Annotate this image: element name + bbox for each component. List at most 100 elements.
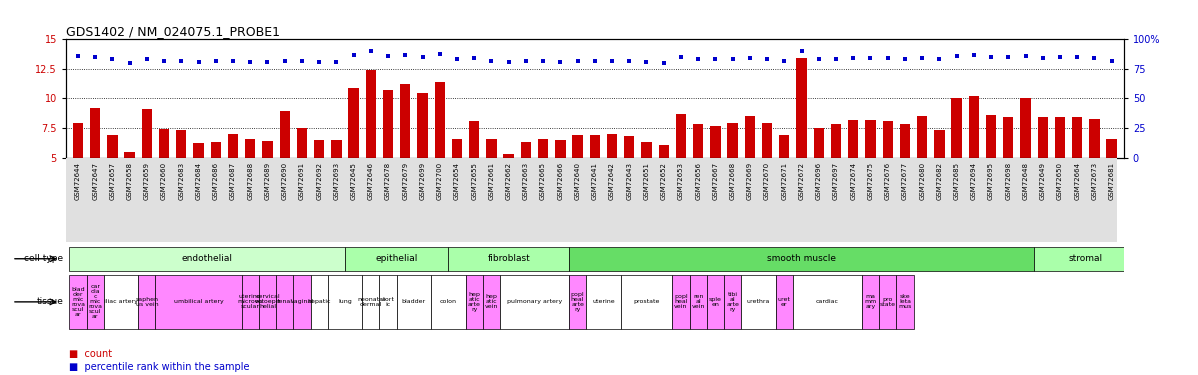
Bar: [538, 139, 549, 158]
Bar: [951, 99, 962, 158]
Bar: [486, 139, 497, 158]
Bar: [380, 275, 397, 329]
Bar: [310, 275, 328, 329]
Bar: [659, 144, 668, 158]
Text: GSM72641: GSM72641: [592, 162, 598, 200]
Bar: [1003, 117, 1014, 158]
Bar: [555, 140, 565, 158]
Text: GSM72686: GSM72686: [213, 162, 219, 200]
Text: GSM72676: GSM72676: [884, 162, 890, 200]
Bar: [108, 135, 117, 158]
Bar: [861, 275, 879, 329]
Text: GSM72663: GSM72663: [522, 162, 528, 200]
Bar: [569, 275, 586, 329]
Bar: [417, 93, 428, 158]
Bar: [331, 140, 341, 158]
Bar: [569, 247, 1034, 271]
Text: GSM72690: GSM72690: [282, 162, 288, 200]
Bar: [986, 115, 997, 158]
Text: GSM72656: GSM72656: [695, 162, 701, 200]
Bar: [431, 275, 466, 329]
Bar: [690, 275, 707, 329]
Text: GSM72693: GSM72693: [333, 162, 339, 200]
Text: uterine
microva
scular: uterine microva scular: [237, 294, 262, 309]
Text: colon: colon: [440, 299, 456, 304]
Bar: [104, 275, 138, 329]
Text: GSM72647: GSM72647: [92, 162, 98, 200]
Bar: [1089, 118, 1100, 158]
Text: GSM72666: GSM72666: [557, 162, 563, 200]
Bar: [276, 275, 294, 329]
Text: GSM72692: GSM72692: [316, 162, 322, 200]
Text: urethra: urethra: [746, 299, 770, 304]
Bar: [896, 275, 914, 329]
Bar: [466, 275, 483, 329]
Bar: [349, 88, 358, 158]
Bar: [365, 70, 376, 158]
Text: aort
ic: aort ic: [382, 297, 394, 307]
Bar: [586, 275, 621, 329]
Text: GSM72687: GSM72687: [230, 162, 236, 200]
Text: GSM72660: GSM72660: [161, 162, 167, 200]
Bar: [727, 123, 738, 158]
Text: popl
heal
vein: popl heal vein: [674, 294, 688, 309]
Text: blad
der
mic
rova
scul
ar: blad der mic rova scul ar: [71, 287, 85, 317]
Bar: [883, 121, 893, 158]
Bar: [73, 123, 83, 158]
Text: renal: renal: [277, 299, 292, 304]
Text: GSM72683: GSM72683: [179, 162, 184, 200]
Text: neonatal
dermal: neonatal dermal: [357, 297, 385, 307]
Bar: [86, 275, 104, 329]
Text: GSM72645: GSM72645: [351, 162, 357, 200]
Bar: [1107, 139, 1117, 158]
Text: GSM72669: GSM72669: [746, 162, 752, 200]
Bar: [745, 116, 755, 158]
Text: GSM72681: GSM72681: [1108, 162, 1114, 200]
Bar: [776, 275, 793, 329]
Text: lung: lung: [338, 299, 352, 304]
Bar: [452, 139, 462, 158]
Bar: [262, 141, 273, 158]
Bar: [125, 152, 135, 157]
Text: GSM72696: GSM72696: [816, 162, 822, 200]
Bar: [607, 134, 617, 158]
Text: GSM72665: GSM72665: [540, 162, 546, 200]
Text: cardiac: cardiac: [816, 299, 839, 304]
Text: sple
en: sple en: [709, 297, 722, 307]
Bar: [500, 275, 569, 329]
Text: GSM72648: GSM72648: [1023, 162, 1029, 200]
Bar: [1072, 117, 1082, 158]
Text: GSM72644: GSM72644: [75, 162, 81, 200]
Text: GSM72650: GSM72650: [1057, 162, 1063, 200]
Bar: [707, 275, 724, 329]
Text: GSM72678: GSM72678: [385, 162, 391, 200]
Bar: [710, 126, 720, 158]
Bar: [797, 58, 806, 158]
Bar: [1037, 117, 1048, 158]
Bar: [521, 142, 531, 158]
Bar: [934, 130, 944, 158]
Text: GSM72642: GSM72642: [609, 162, 615, 200]
Text: GSM72658: GSM72658: [127, 162, 133, 200]
Bar: [314, 140, 325, 158]
Bar: [831, 124, 841, 158]
Text: ren
al
vein: ren al vein: [691, 294, 704, 309]
Bar: [279, 111, 290, 158]
Bar: [69, 247, 345, 271]
Text: GSM72652: GSM72652: [661, 162, 667, 200]
Text: GSM72688: GSM72688: [247, 162, 253, 200]
Bar: [676, 114, 686, 158]
Bar: [242, 275, 259, 329]
Text: tissue: tissue: [37, 297, 63, 306]
Bar: [138, 275, 156, 329]
Text: ske
leta
mus: ske leta mus: [898, 294, 912, 309]
Text: ■  count: ■ count: [69, 350, 113, 359]
Text: GSM72654: GSM72654: [454, 162, 460, 200]
Text: hepatic: hepatic: [308, 299, 331, 304]
Bar: [448, 247, 569, 271]
Bar: [259, 275, 276, 329]
Text: popl
heal
arte
ry: popl heal arte ry: [570, 292, 585, 312]
Bar: [159, 129, 169, 158]
Text: bladder: bladder: [401, 299, 426, 304]
Bar: [692, 124, 703, 158]
